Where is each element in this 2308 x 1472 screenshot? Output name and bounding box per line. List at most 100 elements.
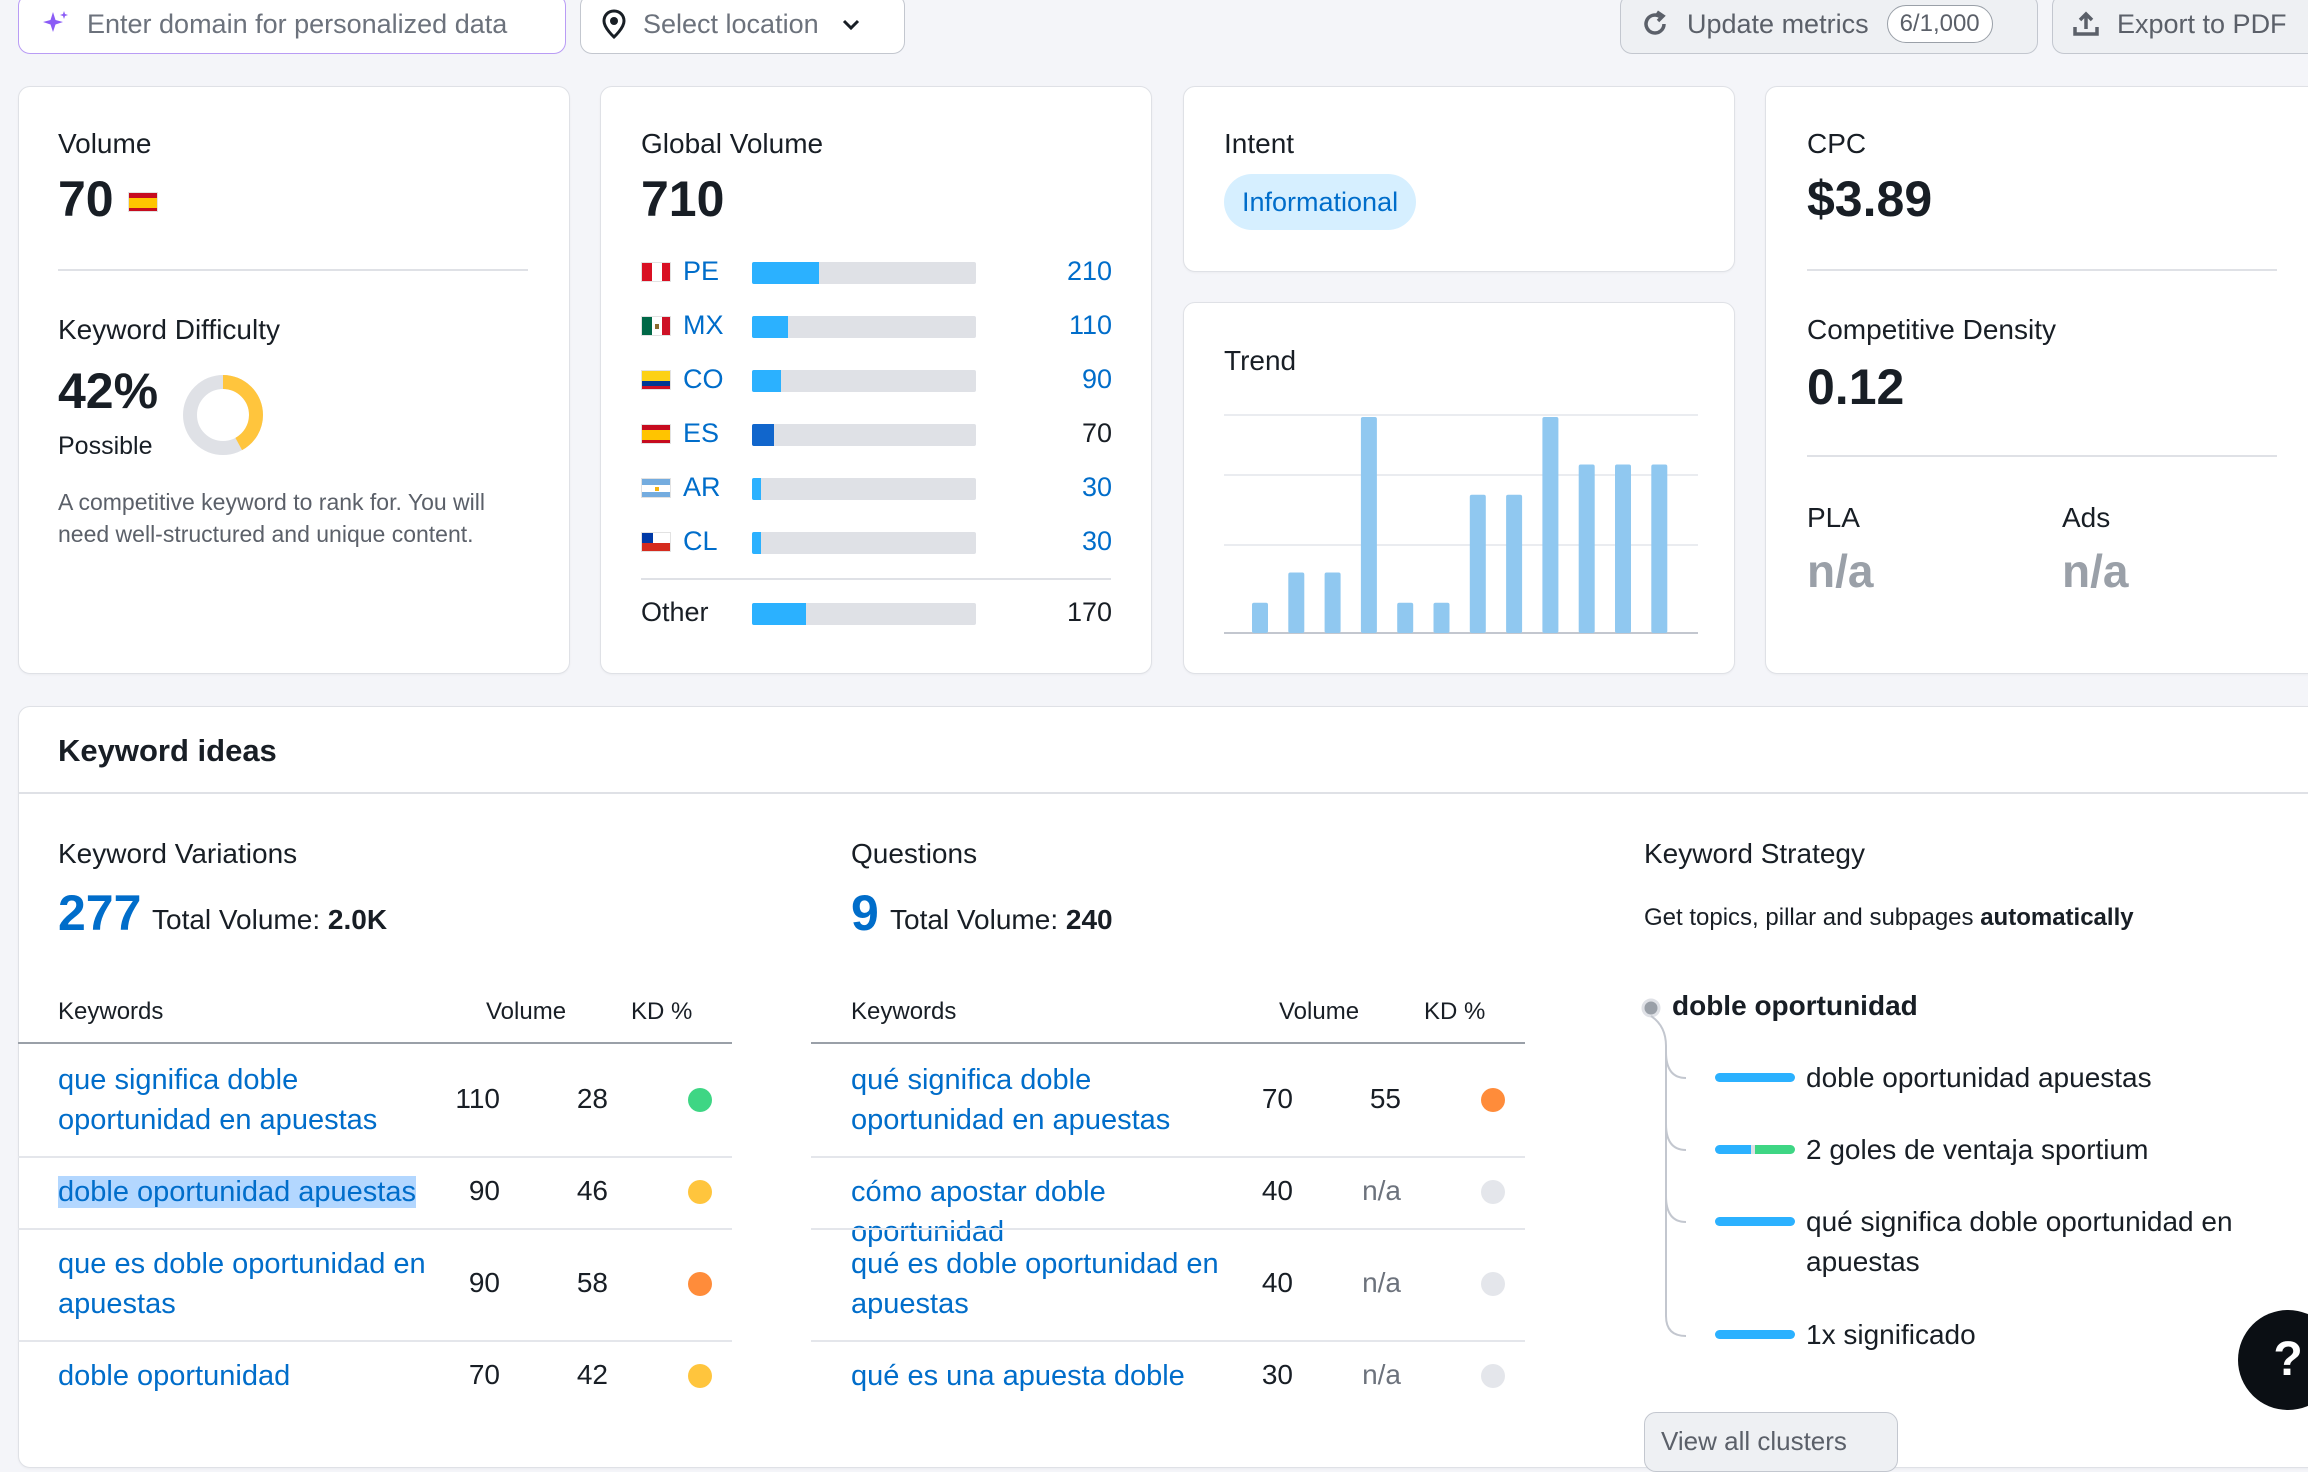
es-flag-icon — [641, 424, 671, 444]
country-code-pe[interactable]: PE — [683, 256, 720, 286]
trend-chart — [1224, 414, 1698, 634]
trend-bar[interactable] — [1651, 464, 1668, 633]
kd-label: Keyword Difficulty — [58, 314, 281, 345]
question-kd: n/a — [1362, 1175, 1401, 1206]
strategy-item[interactable]: qué significa doble oportunidad en apues… — [1806, 1206, 2233, 1277]
keyword-ideas-divider — [18, 792, 2308, 794]
variation-row-divider — [18, 1156, 732, 1158]
variation-row-divider — [18, 1340, 732, 1342]
variation-keyword-link[interactable]: que significa doble oportunidad en apues… — [58, 1060, 448, 1140]
variation-keyword-link[interactable]: doble oportunidad apuestas — [58, 1172, 448, 1212]
trend-bar[interactable] — [1397, 602, 1414, 633]
trend-bar[interactable] — [1288, 572, 1305, 633]
questions-total-label: Total Volume: — [890, 904, 1059, 935]
country-value-pe[interactable]: 210 — [1066, 256, 1112, 286]
strategy-tree-lines — [1641, 998, 1687, 1337]
trend-bar[interactable] — [1506, 494, 1523, 633]
trend-bar[interactable] — [1615, 464, 1631, 633]
variations-label: Keyword Variations — [58, 838, 298, 869]
question-keyword-text[interactable]: qué significa doble oportunidad en apues… — [851, 1064, 1171, 1136]
strategy-item-bar — [1715, 1330, 1795, 1339]
variation-kd: 28 — [576, 1083, 608, 1114]
question-keyword-link[interactable]: qué significa doble oportunidad en apues… — [851, 1060, 1241, 1140]
other-label: Other — [641, 597, 709, 627]
strategy-item[interactable]: 2 goles de ventaja sportium — [1806, 1134, 2149, 1165]
intent-label: Intent — [1224, 128, 1295, 159]
question-keyword-text[interactable]: qué es doble oportunidad en apuestas — [851, 1248, 1219, 1320]
questions-count[interactable]: 9 — [851, 885, 879, 941]
questions-col-volume[interactable]: Volume — [1279, 998, 1360, 1025]
question-keyword-text[interactable]: cómo apostar doble oportunidad — [851, 1176, 1106, 1248]
question-kd-dot — [1481, 1180, 1505, 1204]
country-value-co[interactable]: 90 — [1081, 364, 1112, 394]
domain-input[interactable]: Enter domain for personalized data — [18, 0, 566, 54]
trend-bar[interactable] — [1578, 464, 1595, 633]
variations-col-kd[interactable]: KD % — [631, 998, 693, 1025]
country-code-es[interactable]: ES — [683, 418, 720, 448]
question-kd-dot — [1481, 1364, 1505, 1388]
country-bar-co — [752, 370, 976, 392]
update-metrics-button[interactable]: Update metrics 6/1,000 — [1620, 0, 2038, 54]
question-keyword-link[interactable]: qué es doble oportunidad en apuestas — [851, 1244, 1241, 1324]
variation-kd-dot — [688, 1272, 712, 1296]
country-value-es: 70 — [1081, 418, 1112, 448]
country-code-ar[interactable]: AR — [683, 472, 721, 502]
question-kd-dot — [1481, 1088, 1505, 1112]
strategy-description: Get topics, pillar and subpages automati… — [1644, 904, 2134, 932]
question-keyword-text[interactable]: qué es una apuesta doble — [851, 1360, 1185, 1392]
questions-header-line — [811, 1042, 1525, 1044]
sparkle-icon — [43, 11, 68, 32]
questions-col-kd[interactable]: KD % — [1424, 998, 1486, 1025]
question-keyword-link[interactable]: cómo apostar doble oportunidad — [851, 1172, 1241, 1252]
mx-flag-icon — [641, 316, 671, 336]
variation-volume: 90 — [468, 1267, 500, 1298]
country-bar-es — [752, 424, 976, 446]
variation-keyword-text[interactable]: que significa doble oportunidad en apues… — [58, 1064, 378, 1136]
country-code-cl[interactable]: CL — [683, 526, 718, 556]
question-kd: n/a — [1362, 1267, 1401, 1298]
strategy-root[interactable]: doble oportunidad — [1672, 990, 1918, 1021]
country-value-ar[interactable]: 30 — [1081, 472, 1112, 502]
cpc-card — [1765, 86, 2308, 674]
location-select[interactable]: Select location — [580, 0, 905, 54]
export-pdf-button[interactable]: Export to PDF — [2052, 0, 2308, 54]
variations-count[interactable]: 277 — [58, 885, 142, 941]
questions-total: Total Volume: 240 — [890, 904, 1113, 936]
intent-badge[interactable]: Informational — [1224, 174, 1417, 230]
question-kd: 55 — [1369, 1083, 1401, 1114]
variation-kd: 46 — [576, 1175, 608, 1206]
pe-flag-icon — [641, 262, 671, 282]
trend-bar[interactable] — [1469, 494, 1486, 633]
variation-keyword-link[interactable]: doble oportunidad — [58, 1356, 448, 1396]
export-pdf-label: Export to PDF — [2117, 8, 2287, 39]
variation-kd: 58 — [576, 1267, 608, 1298]
variation-keyword-text[interactable]: doble oportunidad — [58, 1360, 291, 1392]
trend-bar[interactable] — [1252, 602, 1268, 633]
kd-level: Possible — [58, 432, 153, 460]
density-divider — [1807, 455, 2277, 457]
other-bar-fill — [752, 603, 806, 625]
view-clusters-button[interactable]: View all clusters — [1644, 1412, 1898, 1472]
trend-bar[interactable] — [1324, 572, 1341, 633]
variation-keyword-text[interactable]: que es doble oportunidad en apuestas — [58, 1248, 426, 1320]
variation-volume: 70 — [468, 1359, 500, 1390]
country-code-co[interactable]: CO — [683, 364, 724, 394]
country-value-mx[interactable]: 110 — [1068, 310, 1112, 340]
location-select-label: Select location — [643, 8, 819, 39]
spain-flag-icon — [128, 192, 158, 212]
country-value-cl[interactable]: 30 — [1081, 526, 1112, 556]
kd-value: 42% — [58, 363, 159, 419]
variation-keyword-text[interactable]: doble oportunidad apuestas — [58, 1176, 416, 1208]
country-code-mx[interactable]: MX — [683, 310, 724, 340]
strategy-item[interactable]: 1x significado — [1806, 1319, 1976, 1350]
co-flag-icon — [641, 370, 671, 390]
question-keyword-link[interactable]: qué es una apuesta doble — [851, 1356, 1241, 1396]
variations-col-volume[interactable]: Volume — [486, 998, 567, 1025]
question-kd: n/a — [1362, 1359, 1401, 1390]
update-count-badge: 6/1,000 — [1886, 5, 1993, 43]
trend-bar[interactable] — [1433, 602, 1450, 633]
strategy-item[interactable]: doble oportunidad apuestas — [1806, 1062, 2152, 1093]
variation-keyword-link[interactable]: que es doble oportunidad en apuestas — [58, 1244, 448, 1324]
trend-bar[interactable] — [1360, 417, 1377, 633]
trend-bar[interactable] — [1542, 417, 1559, 633]
